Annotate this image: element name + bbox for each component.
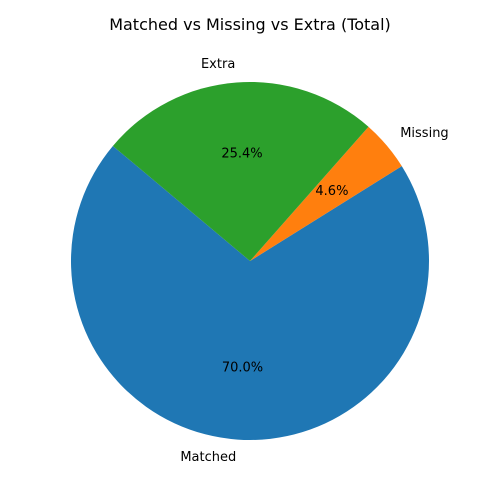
slice-percent-missing: 4.6% [315, 184, 348, 199]
pie-slice-matched [71, 145, 430, 440]
pie-labels: Matched 70.0% Missing 4.6% Extra 25.4% [180, 57, 448, 465]
slice-percent-matched: 70.0% [222, 361, 263, 376]
slice-label-missing: Missing [400, 126, 448, 141]
chart-title: Matched vs Missing vs Extra (Total) [109, 15, 391, 34]
slice-label-extra: Extra [201, 57, 235, 72]
pie-slice-extra [112, 81, 369, 261]
pie-slice-missing [250, 126, 402, 261]
pie-slices [71, 81, 430, 440]
slice-label-matched: Matched [180, 450, 236, 465]
slice-percent-extra: 25.4% [221, 146, 262, 161]
